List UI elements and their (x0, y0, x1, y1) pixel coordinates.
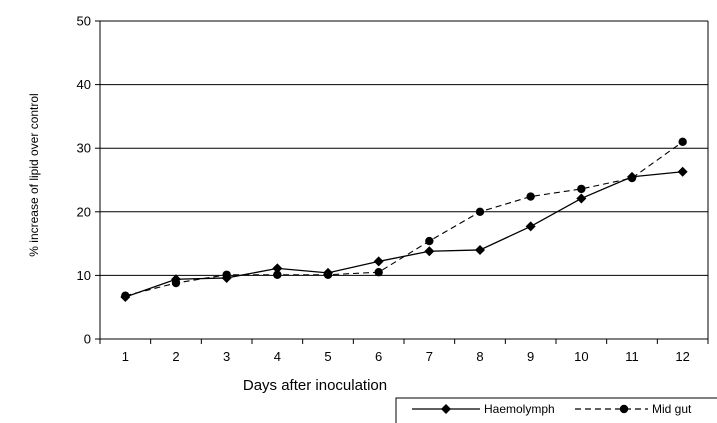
legend-haemolymph-label: Haemolymph (484, 402, 555, 416)
x-axis-title: Days after inoculation (243, 377, 387, 394)
y-tick-label-40: 40 (77, 77, 91, 92)
series-layer (120, 137, 688, 303)
legend-midgut-marker (619, 404, 629, 414)
point-mid-gut-12 (678, 137, 687, 147)
grid-lines (100, 20, 708, 276)
top-header-strip (0, 0, 717, 4)
point-mid-gut-10 (577, 184, 586, 194)
point-mid-gut-2 (171, 278, 181, 288)
x-tick-label-1: 1 (122, 349, 129, 364)
x-tick-label-11: 11 (625, 349, 639, 364)
point-haemolymph-8 (475, 244, 485, 255)
point-haemolymph-6 (373, 256, 384, 267)
x-tick-label-5: 5 (324, 349, 331, 364)
x-tick-label-3: 3 (223, 349, 230, 364)
series-line-mid-gut (125, 141, 683, 297)
point-mid-gut-8 (475, 207, 485, 216)
legend: Haemolymph Mid gut (395, 397, 717, 423)
x-tick-label-10: 10 (574, 349, 588, 364)
y-tick-label-0: 0 (84, 332, 91, 347)
point-mid-gut-3 (222, 270, 231, 279)
point-mid-gut-4 (273, 270, 282, 279)
axes (95, 20, 709, 344)
point-haemolymph-9 (525, 221, 536, 232)
x-tick-label-6: 6 (375, 349, 382, 364)
x-tick-label-7: 7 (426, 349, 433, 364)
legend-haemolymph-marker (441, 404, 451, 414)
point-haemolymph-12 (677, 166, 688, 177)
y-tick-label-20: 20 (77, 204, 91, 219)
x-tick-label-9: 9 (527, 349, 534, 364)
x-tick-label-12: 12 (675, 349, 689, 364)
point-mid-gut-11 (627, 173, 637, 183)
point-haemolymph-10 (576, 193, 587, 204)
y-tick-label-30: 30 (77, 141, 91, 156)
point-mid-gut-1 (121, 291, 130, 300)
x-tick-label-2: 2 (172, 349, 179, 364)
point-mid-gut-6 (374, 268, 383, 277)
point-mid-gut-9 (526, 192, 535, 201)
point-mid-gut-5 (323, 270, 333, 279)
y-axis-title: % increase of lipid over control (27, 93, 41, 256)
legend-midgut-label: Mid gut (652, 402, 692, 416)
x-tick-label-8: 8 (476, 349, 483, 364)
y-tick-label-50: 50 (77, 14, 91, 29)
x-tick-label-4: 4 (274, 349, 281, 364)
point-haemolymph-4 (272, 263, 283, 274)
point-mid-gut-7 (425, 236, 434, 246)
y-tick-label-10: 10 (77, 268, 91, 283)
point-haemolymph-7 (424, 246, 435, 257)
series-line-haemolymph (125, 171, 683, 298)
